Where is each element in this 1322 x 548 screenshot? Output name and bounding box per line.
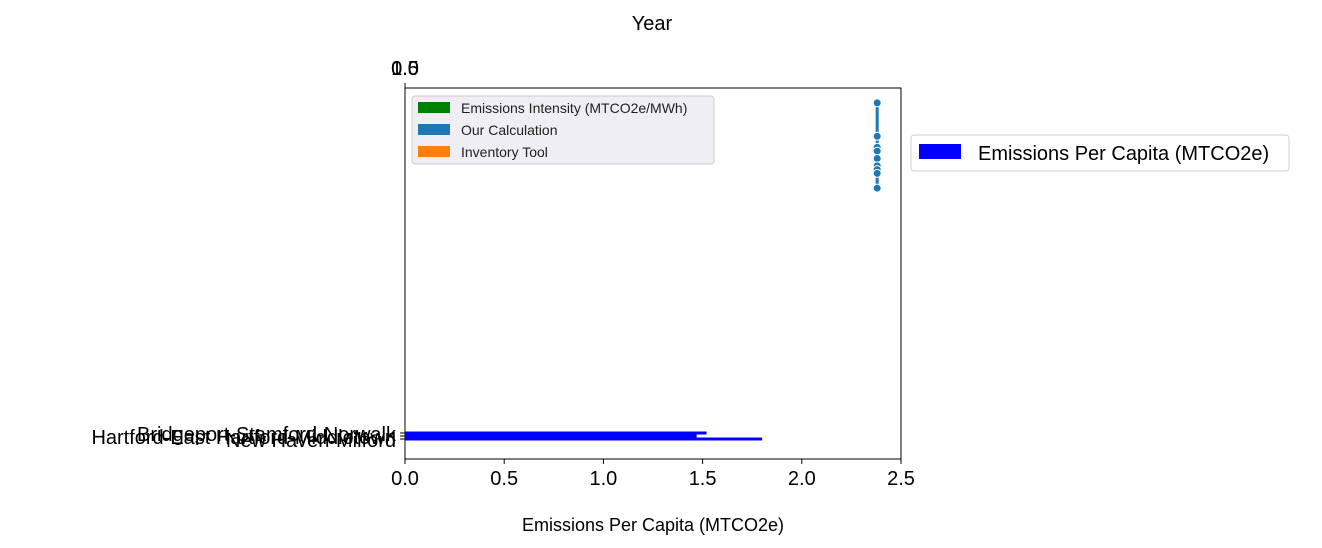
outer-legend-swatch [919, 144, 961, 159]
bar [405, 434, 697, 438]
x-tick-label: 1.0 [589, 468, 617, 490]
top-tick-label: 1.0 [391, 58, 419, 80]
outer-legend: Emissions Per Capita (MTCO2e) [910, 134, 1290, 172]
overlay-point [872, 168, 882, 178]
top-tick-label: 0.5 [391, 58, 419, 80]
inner-legend-swatch [418, 146, 450, 157]
top-tick-label: 0.0 [391, 58, 419, 80]
y-tick-label: Bridgeport-Stamford-Norwalk [137, 424, 397, 446]
y-tick-label: New Haven-Milford [226, 430, 396, 452]
x-tick-label: 1.5 [689, 468, 717, 490]
overlay-point [872, 153, 882, 163]
inner-legend-label: Our Calculation [461, 122, 558, 138]
inner-legend: Emissions Intensity (MTCO2e/MWh) Our Calc… [411, 95, 715, 165]
overlay-point [872, 131, 882, 141]
overlay-points [872, 98, 882, 193]
x-tick-label: 0.5 [490, 468, 518, 490]
inner-legend-label: Emissions Intensity (MTCO2e/MWh) [461, 100, 687, 116]
inner-legend-label: Inventory Tool [461, 144, 548, 160]
x-tick-label: 2.5 [887, 468, 915, 490]
y-tick-label: Hartford-East Hartford-Middletown [91, 427, 396, 449]
overlay-point [872, 98, 882, 108]
bar [405, 437, 763, 441]
inner-legend-frame [411, 95, 715, 165]
outer-legend-label: Emissions Per Capita (MTCO2e) [978, 143, 1269, 165]
bar-series [405, 431, 763, 441]
x-tick-label: 0.0 [391, 468, 419, 490]
overlay-point [872, 183, 882, 193]
overlay-point [872, 146, 882, 156]
outer-legend-frame [910, 134, 1290, 172]
inner-legend-swatch [418, 124, 450, 135]
inner-legend-swatch [418, 102, 450, 113]
x-tick-label: 2.0 [788, 468, 816, 490]
x-axis-label: Emissions Per Capita (MTCO2e) [522, 515, 784, 535]
top-axis: 0.00.51.0 [391, 58, 419, 88]
chart-title: Year [632, 13, 673, 35]
x-axis: 0.0 0.5 1.0 1.5 2.0 2.5 [391, 459, 915, 490]
bar [405, 431, 707, 435]
